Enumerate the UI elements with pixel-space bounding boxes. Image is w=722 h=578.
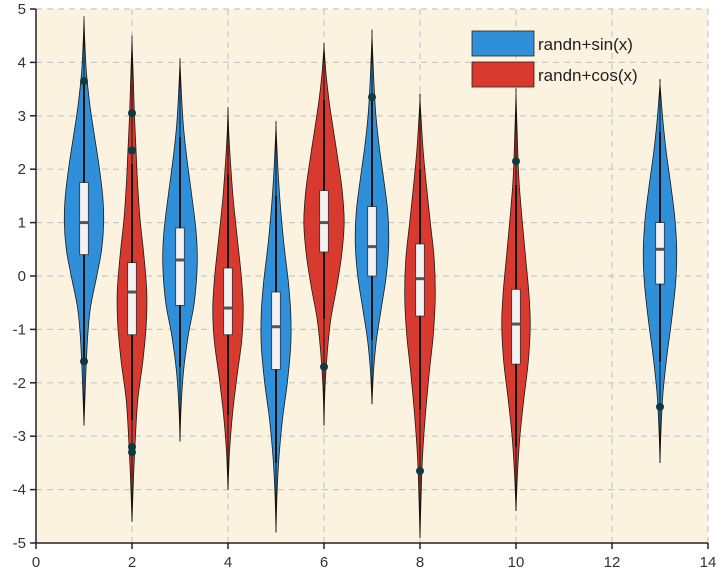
violin-box — [127, 262, 137, 336]
violin-outlier — [368, 93, 376, 102]
x-tick-label: 8 — [416, 554, 424, 571]
x-tick-label: 14 — [700, 554, 717, 571]
violin-outlier — [416, 466, 424, 475]
violin-outlier — [512, 157, 520, 166]
violin-outlier — [320, 362, 328, 371]
violin-group — [260, 120, 292, 533]
violin-box — [223, 267, 233, 336]
y-tick-label: -3 — [13, 428, 26, 445]
y-tick-label: 3 — [18, 108, 26, 125]
violin-outlier — [80, 77, 88, 86]
violin-outlier — [80, 357, 88, 366]
legend-label: randn+sin(x) — [538, 35, 633, 54]
violin-group — [303, 42, 345, 426]
y-tick-label: -5 — [13, 535, 26, 552]
legend-swatch — [471, 61, 535, 88]
violin-group — [354, 29, 390, 405]
violin-group — [404, 93, 436, 538]
x-tick-label: 4 — [224, 554, 232, 571]
y-tick-label: 1 — [18, 215, 26, 232]
y-tick-label: 5 — [18, 1, 26, 18]
y-tick-label: 2 — [18, 161, 26, 178]
violin-outlier — [128, 146, 136, 155]
violin-layer — [63, 15, 678, 538]
violin-group — [501, 88, 531, 511]
y-tick-label: 4 — [18, 54, 26, 71]
violin-box — [511, 288, 521, 365]
y-tick-label: 0 — [18, 268, 26, 285]
legend-label: randn+cos(x) — [538, 66, 638, 85]
x-tick-label: 2 — [128, 554, 136, 571]
violin-outlier — [128, 109, 136, 118]
x-tick-label: 12 — [604, 554, 621, 571]
violin-box — [79, 182, 89, 256]
violin-group — [63, 15, 105, 426]
legend: randn+sin(x) randn+cos(x) — [471, 30, 638, 88]
violin-outlier — [656, 402, 664, 411]
y-tick-label: -4 — [13, 482, 26, 499]
violin-group — [642, 78, 678, 463]
violin-box — [271, 291, 281, 370]
x-tick-label: 0 — [32, 554, 40, 571]
y-tick-label: -1 — [13, 321, 26, 338]
y-tick-label: -2 — [13, 375, 26, 392]
violin-group — [116, 35, 148, 522]
legend-swatch — [471, 30, 535, 57]
x-tick-label: 10 — [508, 554, 525, 571]
violin-group — [162, 57, 198, 442]
x-tick-label: 6 — [320, 554, 328, 571]
violin-box — [655, 222, 665, 285]
violin-outlier — [128, 448, 136, 457]
violin-box — [175, 227, 185, 306]
violin-group — [212, 106, 244, 490]
violin-box — [367, 206, 377, 277]
